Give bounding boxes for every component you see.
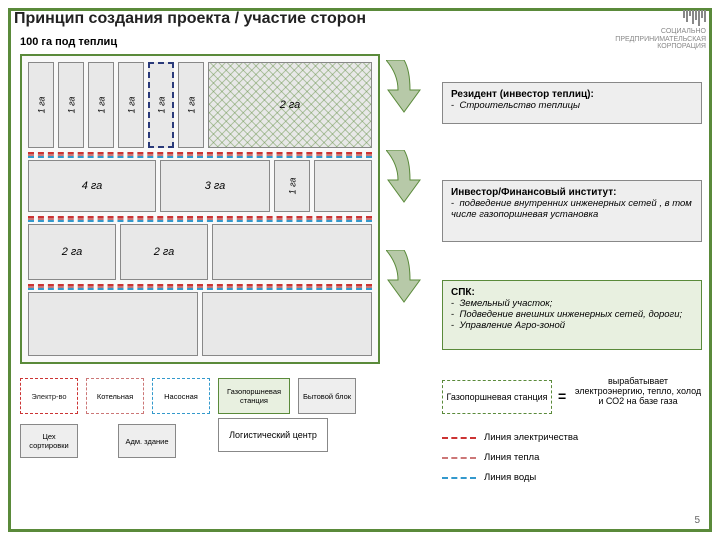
plot-4ha: 4 га: [28, 160, 156, 212]
legend-electricity: Линия электричества: [442, 432, 578, 443]
info-title: СПК:: [451, 287, 475, 298]
logo: СОЦИАЛЬНО ПРЕДПРИНИМАТЕЛЬСКАЯ КОРПОРАЦИЯ: [615, 10, 706, 51]
info-item: подведение внутренних инженерных сетей ,…: [451, 198, 692, 220]
plot-2ha: 2 га: [120, 224, 208, 280]
utility-lines: [28, 216, 372, 222]
info-resident: Резидент (инвестор теплиц): - Строительс…: [442, 82, 702, 124]
plot-2ha: 2 га: [208, 62, 372, 148]
box-admin: Адм. здание: [118, 424, 176, 458]
plot-1ha: 1 га: [118, 62, 144, 148]
box-boiler: Котельная: [86, 378, 144, 414]
utility-lines: [28, 152, 372, 158]
info-title: Инвестор/Финансовый институт:: [451, 187, 616, 198]
info-investor: Инвестор/Финансовый институт: - подведен…: [442, 180, 702, 242]
arrow-icon: [386, 250, 434, 320]
box-logistic: Логистический центр: [218, 418, 328, 452]
plot-remainder: [202, 292, 372, 356]
box-sort: Цех сортировки: [20, 424, 78, 458]
plot-1ha: 1 га: [274, 160, 310, 212]
plot-remainder: [314, 160, 372, 212]
box-pump: Насосная: [152, 378, 210, 414]
plot-3ha: 3 га: [160, 160, 270, 212]
box-block: Бытовой блок: [298, 378, 356, 414]
legend-line-icon: [442, 457, 476, 459]
plot-remainder: [28, 292, 198, 356]
utility-lines: [28, 284, 372, 290]
info-item: Подведение внешних инженерных сетей, дор…: [459, 309, 682, 320]
legend-water: Линия воды: [442, 472, 536, 483]
legend-line-icon: [442, 437, 476, 439]
plot-2ha: 2 га: [28, 224, 116, 280]
info-item: Строительство теплицы: [459, 100, 580, 111]
info-item: Земельный участок;: [459, 298, 552, 309]
plot-row-1: 1 га 1 га 1 га 1 га 1 га 1 га 2 га: [28, 62, 372, 148]
info-title: Резидент (инвестор теплиц):: [451, 89, 594, 100]
plot-1ha: 1 га: [58, 62, 84, 148]
info-item: Управление Агро-зоной: [459, 320, 565, 331]
plot-1ha-dashed: 1 га: [148, 62, 174, 148]
gas-station-box: Газопоршневая станция: [442, 380, 552, 414]
plot-row-2: 4 га 3 га 1 га: [28, 160, 372, 212]
plot-1ha: 1 га: [28, 62, 54, 148]
box-gas-station: Газопоршневая станция: [218, 378, 290, 414]
legend-line-icon: [442, 477, 476, 479]
arrow-icon: [386, 60, 434, 130]
plot-1ha: 1 га: [88, 62, 114, 148]
plot-row-3: 2 га 2 га: [28, 224, 372, 280]
info-spk: СПК: - Земельный участок; - Подведение в…: [442, 280, 702, 350]
equals-icon: =: [558, 388, 566, 404]
page-number: 5: [694, 515, 700, 526]
plot-area: 1 га 1 га 1 га 1 га 1 га 1 га 2 га 4 га …: [20, 54, 380, 364]
plot-row-4: [28, 292, 372, 356]
facility-row-2: Цех сортировки Адм. здание: [20, 424, 176, 458]
plot-1ha: 1 га: [178, 62, 204, 148]
logo-bars-icon: [615, 10, 706, 26]
subtitle: 100 га под теплиц: [20, 36, 117, 48]
gas-description: вырабатывает электроэнергию, тепло, холо…: [574, 376, 702, 406]
box-electricity: Электр-во: [20, 378, 78, 414]
facility-row-1: Электр-во Котельная Насосная Газопоршнев…: [20, 378, 356, 414]
page-title: Принцип создания проекта / участие сторо…: [14, 10, 366, 28]
plot-remainder: [212, 224, 372, 280]
legend-heat: Линия тепла: [442, 452, 539, 463]
logo-text: СОЦИАЛЬНО ПРЕДПРИНИМАТЕЛЬСКАЯ КОРПОРАЦИЯ: [615, 28, 706, 51]
arrow-icon: [386, 150, 434, 220]
